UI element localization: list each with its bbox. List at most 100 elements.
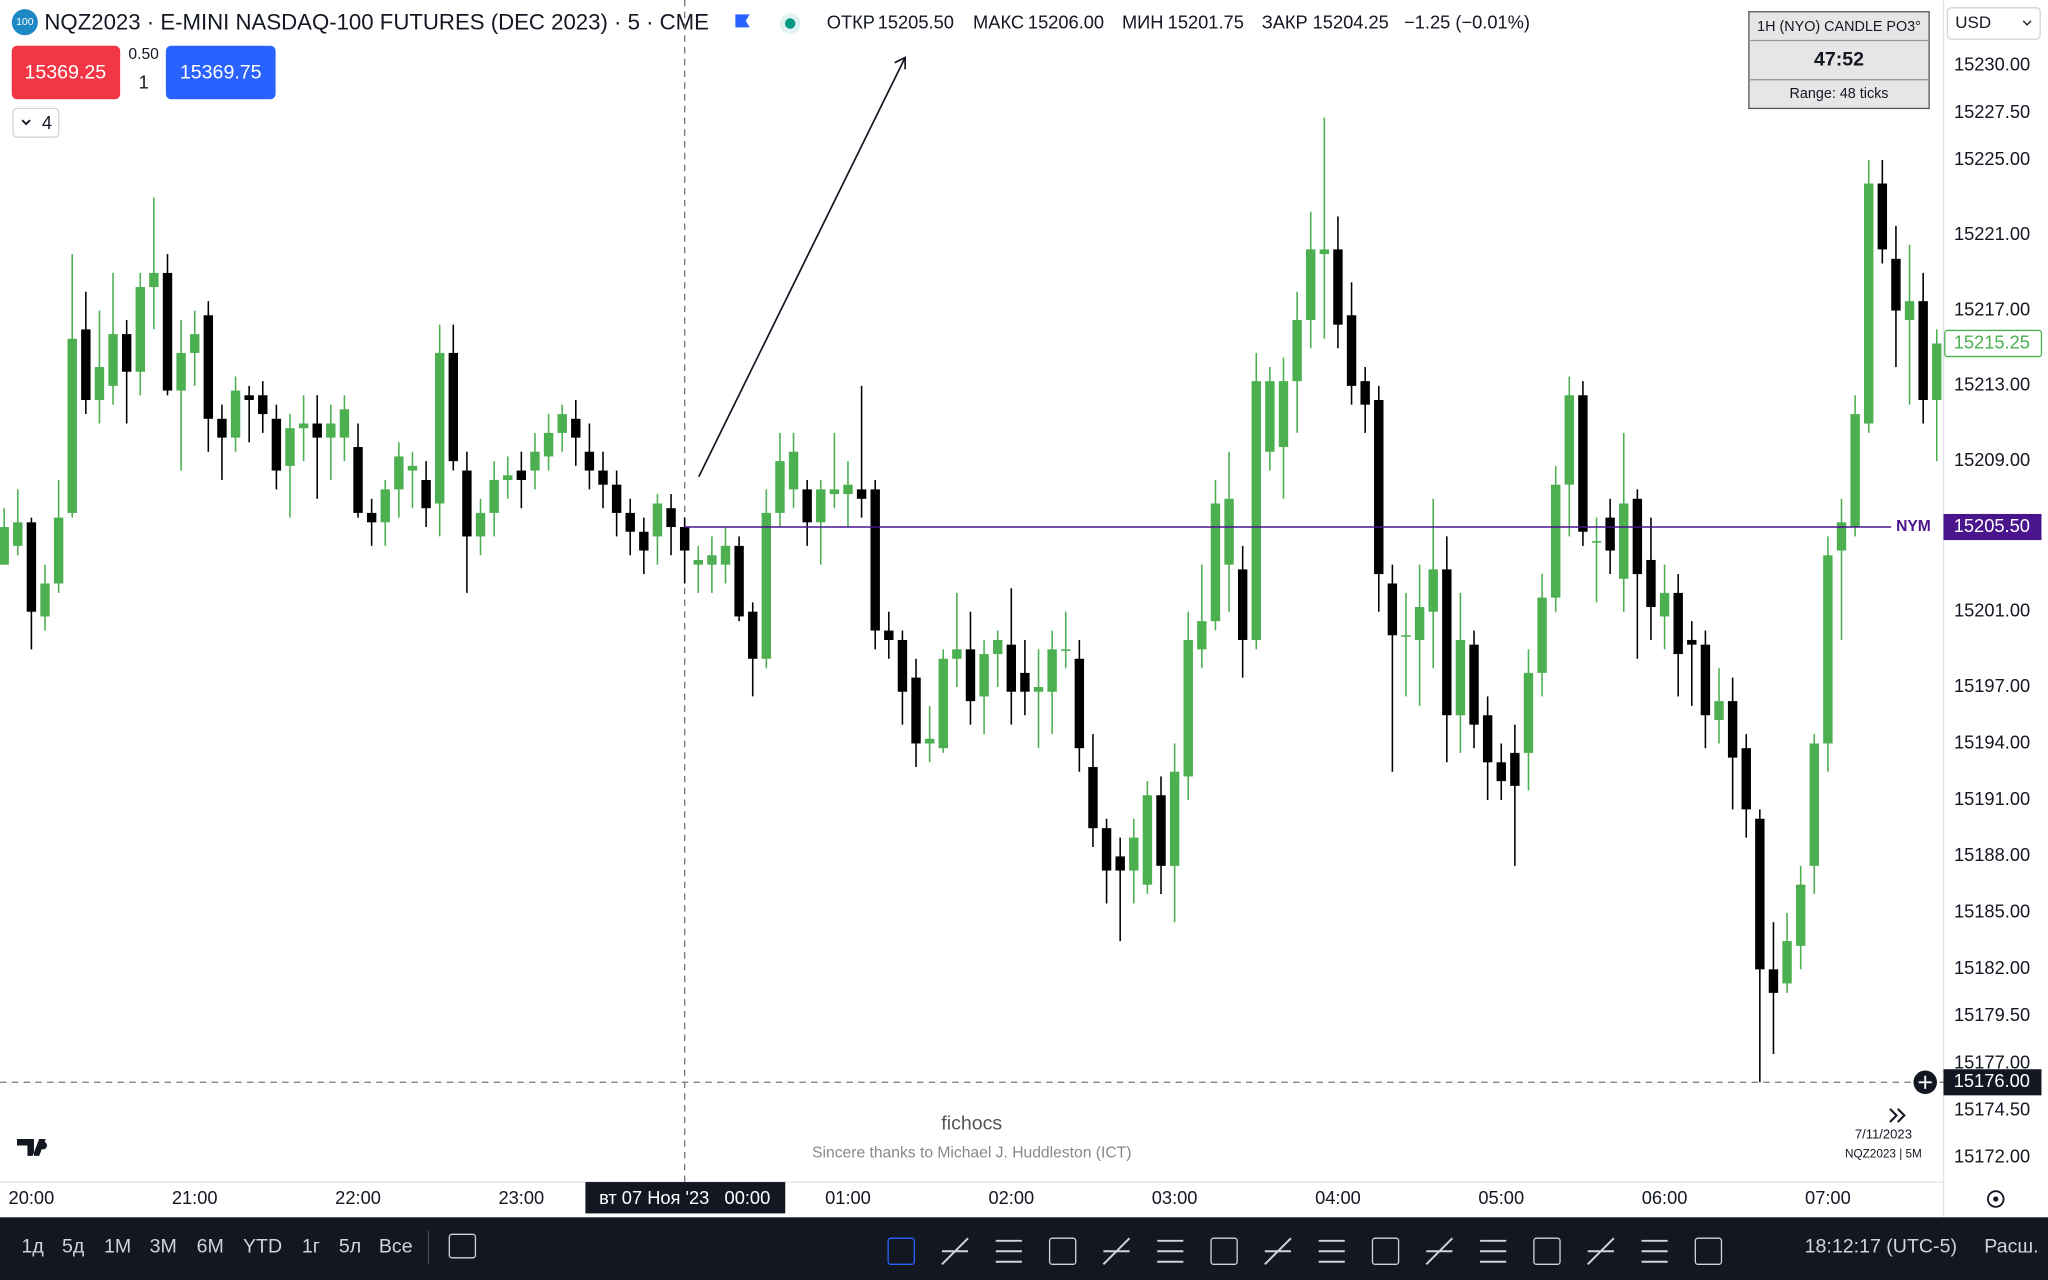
- candle-body: [1646, 559, 1656, 608]
- clock[interactable]: 18:12:17 (UTC-5): [1805, 1236, 1957, 1258]
- y-tick-label: 15177.00: [1954, 1051, 2030, 1072]
- tool-icon[interactable]: [887, 1237, 915, 1265]
- y-tick-label: 15197.00: [1954, 675, 2030, 696]
- candle-body: [829, 489, 840, 495]
- date-range-icon[interactable]: [448, 1233, 477, 1259]
- candle-body: [312, 423, 322, 438]
- candle-body: [1564, 395, 1575, 485]
- candle-body: [1414, 607, 1425, 640]
- y-tick-label: 15191.00: [1954, 788, 2030, 809]
- y-tick-label: 15174.50: [1954, 1098, 2030, 1119]
- flag-icon[interactable]: [735, 14, 750, 28]
- candle-body: [1714, 701, 1724, 720]
- range-button[interactable]: 1М: [104, 1236, 131, 1258]
- tv-logo[interactable]: [16, 1138, 46, 1156]
- tool-icon[interactable]: [1048, 1237, 1077, 1265]
- tool-icon[interactable]: [1210, 1237, 1238, 1265]
- tool-icon[interactable]: [1371, 1237, 1400, 1265]
- range-button[interactable]: 6М: [197, 1236, 224, 1258]
- tool-icon[interactable]: [1318, 1239, 1345, 1263]
- scroll-button[interactable]: [1889, 1108, 1906, 1123]
- candle-body: [448, 352, 459, 462]
- currency-select[interactable]: [1946, 7, 2041, 40]
- candle-body: [516, 470, 527, 480]
- candle-body: [1333, 249, 1343, 325]
- candle-body: [1687, 639, 1697, 645]
- range-button[interactable]: Все: [379, 1236, 413, 1258]
- buy-button[interactable]: [165, 45, 276, 100]
- x-tick-label: 20:00: [9, 1187, 55, 1208]
- candle-body: [1768, 969, 1779, 993]
- candle-body: [94, 367, 105, 400]
- tool-icon[interactable]: [1694, 1237, 1723, 1265]
- tool-icon[interactable]: [1641, 1239, 1668, 1263]
- tool-icon[interactable]: [1157, 1239, 1184, 1263]
- range-button[interactable]: 1д: [21, 1236, 44, 1258]
- candle-body: [1496, 762, 1506, 782]
- sell-price: 15369.25: [24, 61, 106, 83]
- range-button[interactable]: YTD: [243, 1236, 282, 1258]
- candle-body: [1183, 639, 1193, 777]
- tool-icon[interactable]: [1533, 1237, 1561, 1265]
- settings-icon[interactable]: [1987, 1190, 2005, 1208]
- x-tick-label: 21:00: [172, 1187, 218, 1208]
- candle-body: [217, 418, 227, 438]
- ohlc-label: МАКС: [973, 11, 1024, 32]
- y-tick-label: 15217.00: [1954, 298, 2030, 319]
- candle-body: [203, 315, 214, 419]
- price-line-label: 15205.50: [1954, 515, 2030, 536]
- quantity[interactable]: 1: [139, 71, 149, 92]
- candle-body: [911, 677, 921, 744]
- candle-body: [1006, 644, 1017, 692]
- scale-mode[interactable]: Расш.: [1984, 1236, 2038, 1258]
- corner-date: 7/11/2023: [1855, 1126, 1912, 1141]
- candle-body: [1578, 395, 1588, 532]
- candle-body: [271, 418, 282, 471]
- candle-body: [1932, 343, 1942, 400]
- ohlc-value: 15201.75: [1168, 11, 1244, 32]
- candle-body: [924, 738, 935, 744]
- candle-body: [1292, 319, 1302, 382]
- symbol-logo[interactable]: [11, 9, 38, 36]
- y-tick-label: 15179.50: [1954, 1004, 2030, 1025]
- tool-icon[interactable]: [995, 1239, 1022, 1263]
- candle-body: [1510, 752, 1520, 786]
- range-button[interactable]: 3М: [150, 1236, 177, 1258]
- indicators-toggle[interactable]: [12, 107, 60, 138]
- candle-body: [81, 329, 91, 400]
- candle-body: [897, 639, 908, 692]
- tool-icon[interactable]: [941, 1237, 969, 1266]
- candle-body: [176, 352, 186, 391]
- candle-body: [1741, 748, 1751, 810]
- candle-body: [326, 423, 336, 438]
- trend-arrow[interactable]: [698, 57, 906, 478]
- range-button[interactable]: 1г: [302, 1236, 320, 1258]
- candle-body: [190, 334, 200, 353]
- price-line-tag: [1943, 513, 2042, 541]
- candle-body: [489, 479, 499, 513]
- x-tick-label: 22:00: [335, 1187, 381, 1208]
- tool-icon[interactable]: [1480, 1239, 1507, 1263]
- y-tick-label: 15227.50: [1954, 101, 2030, 122]
- tool-icon[interactable]: [1102, 1237, 1131, 1266]
- tool-icon[interactable]: [1587, 1237, 1615, 1266]
- candle-body: [26, 522, 37, 612]
- crosshair-time-tag: [585, 1182, 786, 1214]
- tool-icon[interactable]: [1264, 1237, 1292, 1266]
- x-tick-label: 01:00: [825, 1187, 871, 1208]
- range-button[interactable]: 5д: [62, 1236, 85, 1258]
- settings-icon-center: [1993, 1196, 1999, 1202]
- candle-body: [1537, 597, 1547, 673]
- range-button[interactable]: 5л: [339, 1236, 361, 1258]
- tool-icon[interactable]: [1425, 1237, 1454, 1266]
- sell-button[interactable]: [11, 45, 121, 100]
- candle-body: [734, 545, 744, 617]
- candle-body: [53, 517, 64, 584]
- candle-body: [1795, 884, 1806, 946]
- candle-body: [1605, 517, 1615, 551]
- candle-body: [1061, 649, 1071, 651]
- symbol-title[interactable]: NQZ2023 · E-MINI NASDAQ-100 FUTURES (DEC…: [44, 9, 709, 34]
- tv-logo-dot: [39, 1141, 48, 1150]
- candle-body: [775, 461, 785, 513]
- candle-body: [1346, 315, 1357, 386]
